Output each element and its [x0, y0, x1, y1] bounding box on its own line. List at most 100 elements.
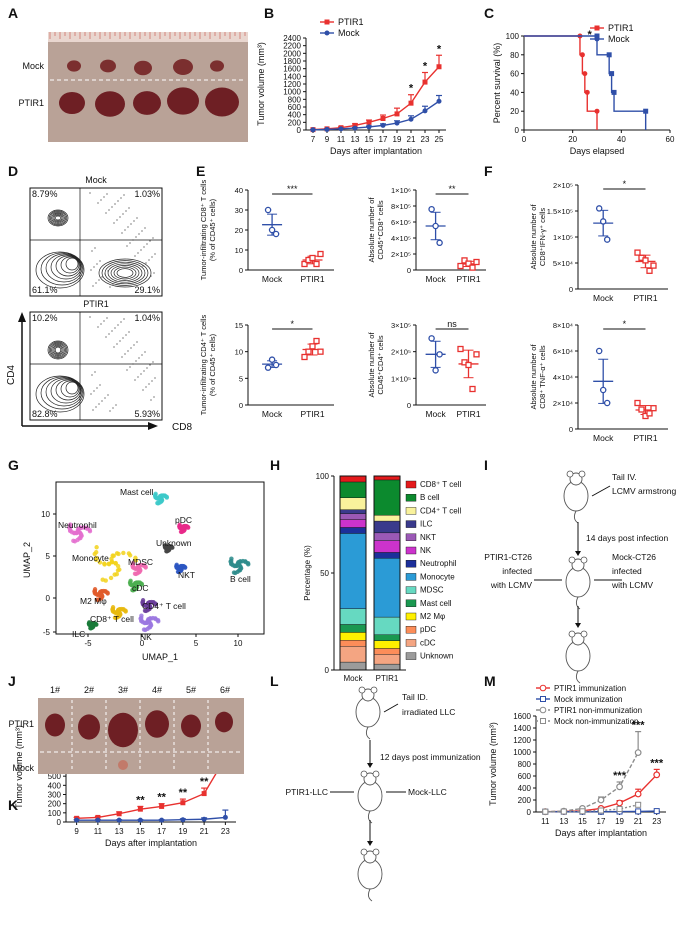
event-dot [122, 213, 124, 215]
y-tick-label: 2×10⁵ [553, 181, 573, 190]
flow-plot: PTIR1 10.2% 1.04% 82.8% 5.93% [29, 299, 163, 421]
category-label: Mock [425, 274, 446, 284]
legend-label: B cell [420, 493, 440, 502]
x-axis-label: Days elapsed [570, 146, 625, 156]
y-tick-label: 60 [510, 70, 519, 79]
event-dot [132, 363, 134, 365]
data-point [432, 222, 439, 230]
y-tick-label: 5 [239, 374, 243, 383]
panel-letter-G: G [8, 457, 19, 473]
event-dot [145, 262, 147, 264]
dot-plot-F1: 0 5×10⁴ 1×10⁵ 1.5×10⁵ 2×10⁵ Mock PTIR1 * Absolut… [529, 179, 668, 303]
mouse-body [357, 858, 383, 890]
legend-marker [540, 696, 546, 702]
y-tick-label: 40 [235, 186, 243, 195]
x-tick-label: 15 [136, 827, 145, 836]
cluster-point [94, 597, 100, 602]
cluster-point [75, 529, 81, 535]
mouse-tail [575, 596, 581, 610]
y-tick-label: 600 [518, 772, 532, 781]
data-point [634, 249, 641, 256]
event-dot [113, 346, 115, 348]
event-dot [127, 350, 129, 352]
category-label: Mock [262, 274, 283, 284]
mouse-head [569, 472, 583, 486]
cluster-point [236, 568, 242, 573]
cluster-point [139, 582, 145, 587]
tumor [215, 711, 233, 733]
y-tick-label: 0 [239, 266, 243, 275]
event-dot [133, 344, 135, 346]
x-tick-label: 15 [365, 135, 374, 144]
y-tick-label: 0 [239, 401, 243, 410]
cluster-point [164, 495, 170, 500]
y-tick-label: 1600 [513, 712, 531, 721]
sample-number: 2# [84, 685, 94, 695]
event-dot [95, 282, 97, 284]
event-dot [98, 279, 100, 281]
x-tick-label: 13 [115, 827, 124, 836]
cluster-point [177, 523, 182, 529]
contour [60, 380, 80, 398]
legend-marker [324, 19, 330, 25]
tumor [181, 714, 201, 738]
cluster-point [67, 524, 73, 530]
legend-swatch [405, 546, 417, 555]
x-tick-label: 13 [351, 135, 360, 144]
event-dot [94, 247, 96, 249]
series-point [616, 783, 623, 791]
data-point [436, 239, 443, 247]
event-dot [153, 272, 155, 274]
x-tick-label: 11 [541, 817, 550, 826]
event-dot [119, 216, 121, 218]
cluster-point [89, 622, 95, 628]
contour [107, 263, 143, 283]
cluster-point [135, 565, 141, 571]
quadrant-ll: 61.1% [32, 285, 58, 295]
bar-segment [373, 532, 401, 541]
series-point [579, 52, 585, 58]
event-dot [101, 400, 103, 402]
contour [35, 251, 85, 289]
event-dot [135, 360, 137, 362]
dot-plot-E1: 0 10 20 30 40 Mock PTIR1 *** Tumor-infiltrating … [199, 179, 334, 284]
bar-segment [339, 519, 367, 528]
category-label: PTIR1 [633, 293, 657, 303]
panel-letter-L: L [270, 673, 279, 689]
y-tick-label: 8×10⁴ [553, 321, 573, 330]
data-point [313, 337, 320, 345]
series-point [616, 799, 623, 807]
x-tick-label: 20 [568, 135, 577, 144]
category-label: PTIR1 [376, 674, 399, 683]
x-axis-label: Days after implantation [330, 146, 422, 156]
event-dot [99, 260, 101, 262]
legend-swatch [405, 599, 417, 607]
contour [50, 378, 82, 404]
y-tick-label: 6×10⁵ [391, 218, 411, 227]
cluster-point [112, 572, 117, 577]
data-point [650, 405, 657, 412]
arrowhead [575, 623, 581, 628]
significance-mark: *** [632, 720, 646, 732]
mouse-icon-mid [357, 770, 383, 824]
flow-plot: Mock 8.79% 1.03% 61.1% 29.1% [29, 175, 163, 297]
y-tick-label: 50 [320, 569, 329, 578]
event-dot [150, 399, 152, 401]
y-tick-label: 100 [48, 809, 62, 818]
x-tick-label: 9 [74, 827, 79, 836]
event-dot [148, 259, 150, 261]
legend-label: M2 Mφ [420, 612, 445, 621]
panel-letter-J: J [8, 673, 16, 689]
bar-segment [339, 509, 367, 514]
data-point [646, 410, 653, 417]
event-dot [146, 243, 148, 245]
event-dot [116, 343, 118, 345]
tumor [108, 712, 138, 748]
injection-route: Tail IV. [612, 472, 637, 482]
series-point [582, 71, 588, 77]
y-tick-label: 0 [325, 666, 330, 675]
x-tick-label: 21 [407, 135, 416, 144]
series-line [545, 804, 639, 813]
event-dot [114, 203, 116, 205]
tumor [45, 713, 65, 737]
